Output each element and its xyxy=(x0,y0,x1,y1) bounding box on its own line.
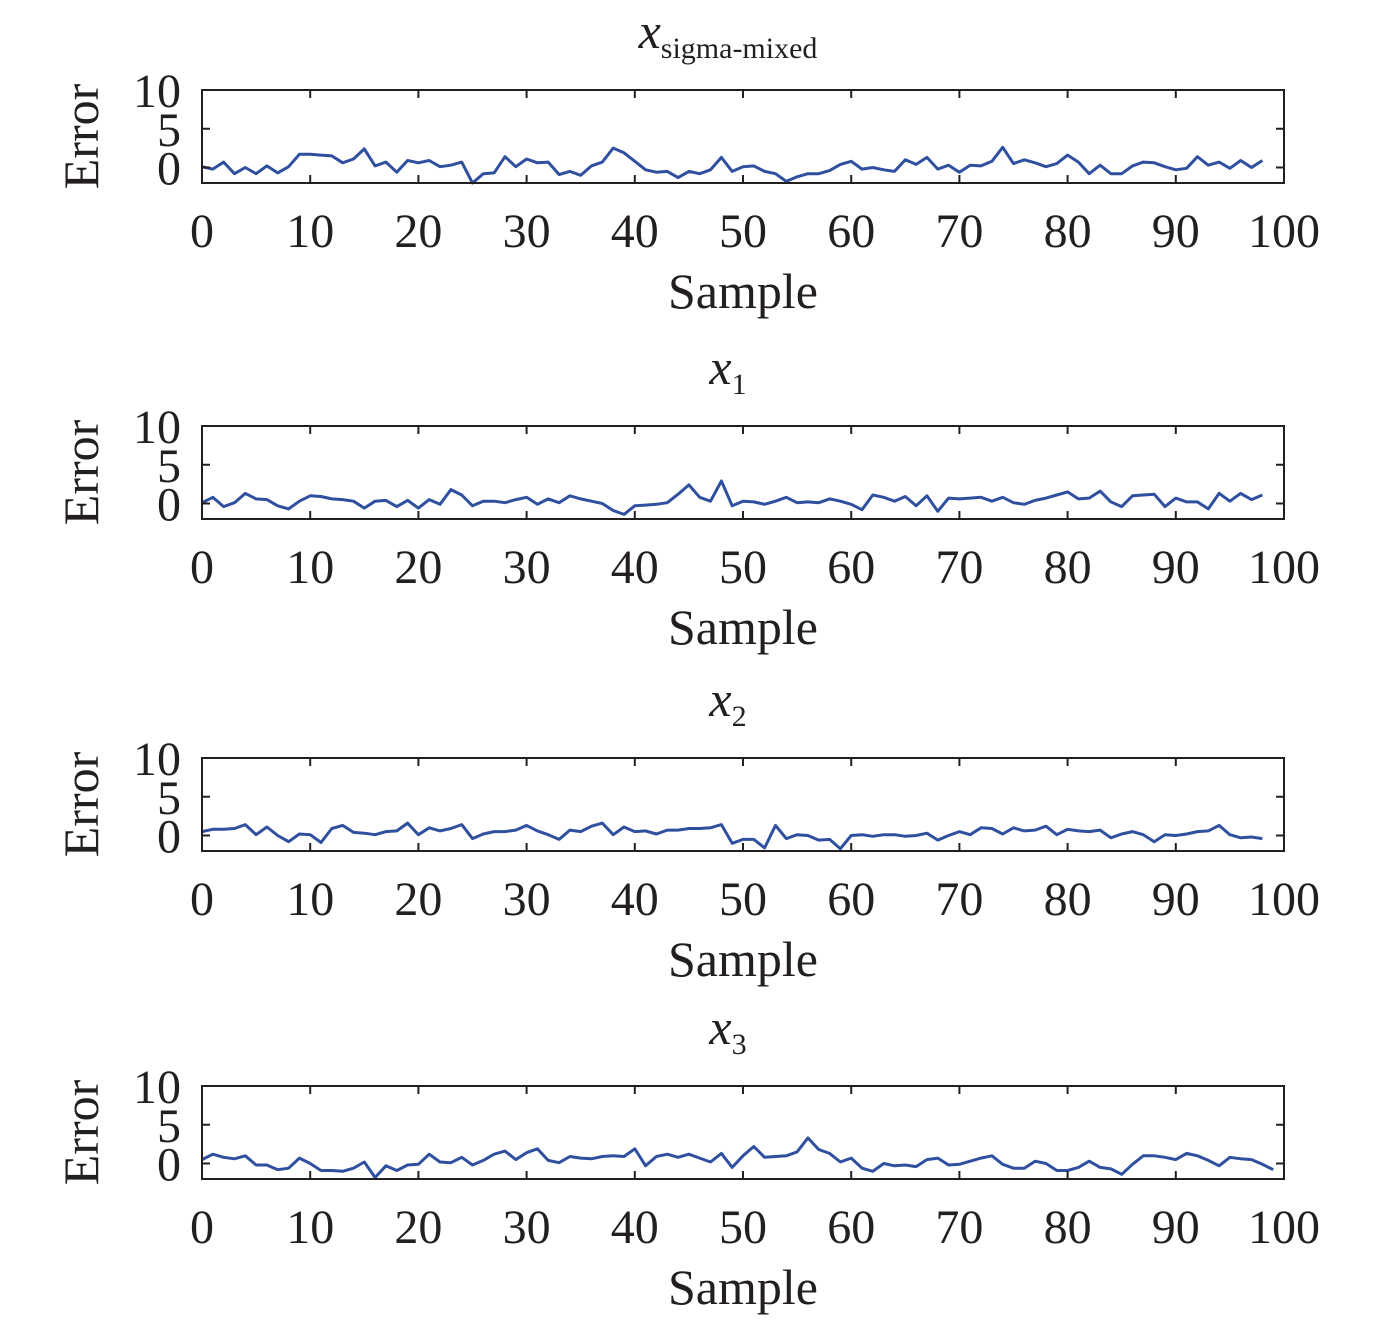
y-tick-label: 0 xyxy=(157,143,181,196)
x-axis-label: Sample xyxy=(668,263,818,319)
x-tick-label: 10 xyxy=(286,541,334,594)
y-tick-label: 10 xyxy=(133,65,181,118)
y-tick-label: 0 xyxy=(157,479,181,532)
subplot-title: xsigma-mixed xyxy=(638,3,818,65)
error-series-line xyxy=(201,145,1264,185)
x-tick-label: 40 xyxy=(611,873,659,926)
x-tick-label: 100 xyxy=(1248,541,1320,594)
x-tick-label: 80 xyxy=(1044,541,1092,594)
x-tick-label: 80 xyxy=(1044,205,1092,258)
y-axis-label: Error xyxy=(53,419,109,525)
x-tick-label: 40 xyxy=(611,205,659,258)
y-tick-label: 5 xyxy=(157,440,181,493)
x-tick-label: 60 xyxy=(827,205,875,258)
y-tick-label: 5 xyxy=(157,1100,181,1153)
x-tick-label: 10 xyxy=(286,873,334,926)
y-tick-label: 10 xyxy=(133,401,181,454)
x-tick-label: 70 xyxy=(935,1201,983,1254)
x-tick-label: 100 xyxy=(1248,873,1320,926)
x-tick-label: 60 xyxy=(827,873,875,926)
x-tick-label: 20 xyxy=(394,205,442,258)
y-axis-label: Error xyxy=(53,83,109,189)
x-tick-label: 100 xyxy=(1248,205,1320,258)
subplot-title-symbol: x xyxy=(708,999,731,1055)
y-tick-label: 10 xyxy=(133,733,181,786)
x-tick-label: 70 xyxy=(935,205,983,258)
x-tick-label: 0 xyxy=(190,1201,214,1254)
subplot-title-symbol: x xyxy=(708,671,731,727)
x-tick-label: 30 xyxy=(503,1201,551,1254)
x-tick-label: 90 xyxy=(1152,873,1200,926)
x-tick-label: 50 xyxy=(719,1201,767,1254)
x-tick-label: 10 xyxy=(286,205,334,258)
error-series-line xyxy=(201,479,1263,516)
subplot-title: x2 xyxy=(708,671,746,733)
y-axis-label: Error xyxy=(53,751,109,857)
plot-frame xyxy=(201,757,1285,852)
error-series-line xyxy=(201,821,1263,851)
x-tick-label: 70 xyxy=(935,873,983,926)
subplot-title-subscript: sigma-mixed xyxy=(661,32,818,65)
y-tick-label: 0 xyxy=(157,1139,181,1192)
subplot-title-symbol: x xyxy=(638,3,661,59)
x-axis-label: Sample xyxy=(668,931,818,987)
x-tick-label: 0 xyxy=(190,541,214,594)
subplot-title-subscript: 3 xyxy=(732,1028,747,1061)
x-tick-label: 60 xyxy=(827,541,875,594)
subplot-title: x1 xyxy=(708,339,746,401)
x-tick-label: 20 xyxy=(394,873,442,926)
y-axis-label: Error xyxy=(53,1079,109,1185)
x-tick-label: 20 xyxy=(394,541,442,594)
x-tick-label: 80 xyxy=(1044,1201,1092,1254)
subplot-title-subscript: 2 xyxy=(732,700,747,733)
x-tick-label: 0 xyxy=(190,873,214,926)
x-tick-label: 50 xyxy=(719,205,767,258)
x-tick-label: 50 xyxy=(719,873,767,926)
y-tick-label: 5 xyxy=(157,104,181,157)
x-tick-label: 10 xyxy=(286,1201,334,1254)
y-tick-label: 0 xyxy=(157,811,181,864)
x-tick-label: 30 xyxy=(503,541,551,594)
y-tick-label: 5 xyxy=(157,772,181,825)
x-tick-label: 90 xyxy=(1152,1201,1200,1254)
x-axis-label: Sample xyxy=(668,599,818,655)
x-tick-label: 60 xyxy=(827,1201,875,1254)
plot-frame xyxy=(201,1085,1285,1180)
x-tick-label: 100 xyxy=(1248,1201,1320,1254)
y-tick-label: 10 xyxy=(133,1061,181,1114)
subplot-title-symbol: x xyxy=(708,339,731,395)
x-tick-label: 80 xyxy=(1044,873,1092,926)
plot-frame xyxy=(201,89,1285,184)
x-tick-label: 90 xyxy=(1152,205,1200,258)
x-tick-label: 20 xyxy=(394,1201,442,1254)
x-tick-label: 40 xyxy=(611,541,659,594)
subplot-title-subscript: 1 xyxy=(732,368,747,401)
x-tick-label: 30 xyxy=(503,205,551,258)
x-tick-label: 90 xyxy=(1152,541,1200,594)
x-axis-label: Sample xyxy=(668,1259,818,1315)
x-tick-label: 40 xyxy=(611,1201,659,1254)
x-tick-label: 70 xyxy=(935,541,983,594)
x-tick-label: 30 xyxy=(503,873,551,926)
error-series-line xyxy=(201,1136,1274,1179)
x-tick-label: 0 xyxy=(190,205,214,258)
subplot-title: x3 xyxy=(708,999,746,1061)
x-tick-label: 50 xyxy=(719,541,767,594)
